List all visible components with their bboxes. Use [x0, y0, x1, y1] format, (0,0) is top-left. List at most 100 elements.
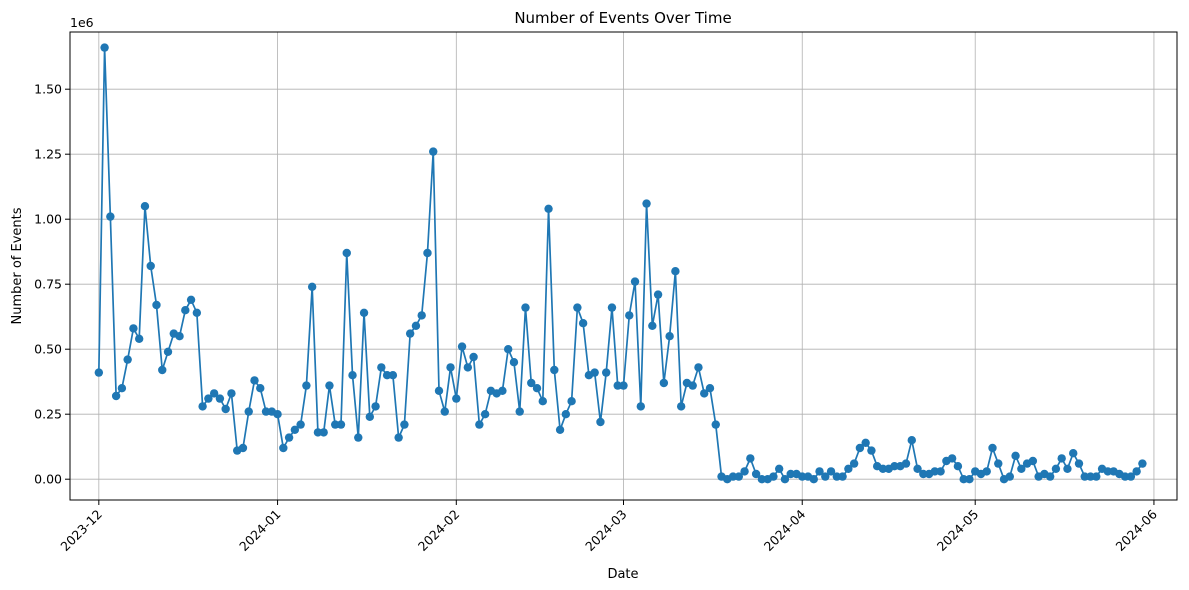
data-point [290, 425, 300, 434]
data-point [688, 381, 697, 390]
data-point [509, 358, 519, 367]
data-point [129, 324, 138, 333]
data-point [457, 342, 467, 351]
data-point [607, 303, 617, 312]
data-point [849, 459, 859, 468]
data-point [919, 469, 928, 479]
data-point [325, 381, 334, 390]
data-point [417, 311, 426, 320]
y-axis-label: Number of Events [10, 207, 25, 324]
y-tick-label: 0.75 [34, 277, 62, 292]
data-point [561, 410, 571, 419]
data-point [100, 43, 109, 52]
data-point [134, 334, 144, 343]
data-point [1132, 467, 1141, 476]
data-point [838, 472, 847, 481]
data-point [769, 472, 778, 481]
y-offset-text: 1e6 [70, 15, 94, 30]
data-point [1017, 464, 1026, 473]
data-point [1011, 451, 1020, 460]
data-point [423, 248, 432, 258]
data-point [152, 300, 161, 310]
data-point [578, 319, 588, 328]
data-point [757, 475, 767, 484]
data-point [809, 475, 818, 484]
data-point [844, 464, 853, 473]
data-point [382, 371, 392, 380]
data-point [244, 407, 253, 416]
data-point [140, 202, 150, 211]
data-point [279, 443, 288, 453]
data-point [861, 438, 870, 447]
data-point [117, 384, 127, 393]
x-axis-ticks: 2023-12 2024-01 2024-02 2024-03 2024-04 2024-… [57, 500, 1160, 554]
data-point [700, 389, 709, 398]
data-point [371, 402, 380, 411]
data-point [890, 462, 899, 471]
data-point [676, 402, 686, 411]
data-point [411, 321, 421, 330]
data-point [319, 428, 328, 437]
data-point [394, 433, 403, 442]
data-point [388, 371, 398, 380]
data-point [573, 303, 582, 312]
data-point [665, 332, 674, 341]
data-point [440, 407, 449, 416]
series-layer [94, 43, 1147, 484]
x-tick-label: 2024-01 [236, 507, 284, 555]
data-point [359, 308, 369, 317]
data-point [204, 394, 213, 403]
data-point [503, 345, 513, 354]
data-point [913, 464, 922, 473]
data-point [734, 472, 744, 481]
data-point [158, 365, 167, 375]
x-tick-label: 2023-12 [57, 507, 105, 555]
data-point [619, 381, 628, 390]
data-point [221, 404, 230, 414]
data-point [446, 363, 455, 372]
data-point [815, 467, 824, 476]
y-axis-ticks: 0.00 0.25 0.50 0.75 1.00 1.25 1.50 [34, 82, 70, 487]
data-point [878, 464, 888, 473]
data-point [1045, 472, 1055, 481]
data-point [988, 443, 997, 453]
data-point [452, 394, 461, 403]
data-point [1092, 472, 1101, 481]
data-point [111, 391, 121, 401]
data-point [544, 204, 553, 213]
data-point [284, 433, 294, 442]
grid-lines [70, 32, 1177, 500]
data-point [405, 329, 415, 338]
data-point [1063, 464, 1072, 473]
data-point [469, 352, 478, 362]
data-point [855, 443, 865, 453]
data-point [798, 472, 807, 481]
chart-title: Number of Events Over Time [514, 9, 731, 27]
data-point [728, 472, 738, 481]
data-point [181, 306, 190, 315]
data-point [342, 248, 351, 258]
data-point [653, 290, 663, 299]
data-point [192, 308, 202, 317]
data-point [146, 261, 155, 271]
data-point [302, 381, 311, 390]
data-point [630, 277, 640, 286]
data-point [936, 467, 945, 476]
data-point [1069, 449, 1078, 458]
data-point [780, 475, 790, 484]
data-point [209, 389, 219, 398]
data-point [250, 376, 259, 385]
data-point [515, 407, 524, 416]
data-point [826, 467, 836, 476]
data-point [354, 433, 363, 442]
data-point [123, 355, 132, 364]
data-point [227, 389, 236, 398]
data-point [429, 147, 438, 156]
data-point [648, 321, 657, 330]
data-point [215, 394, 225, 403]
data-point [175, 332, 184, 341]
data-point [740, 467, 749, 476]
data-point [238, 443, 248, 453]
data-point [1080, 472, 1089, 481]
